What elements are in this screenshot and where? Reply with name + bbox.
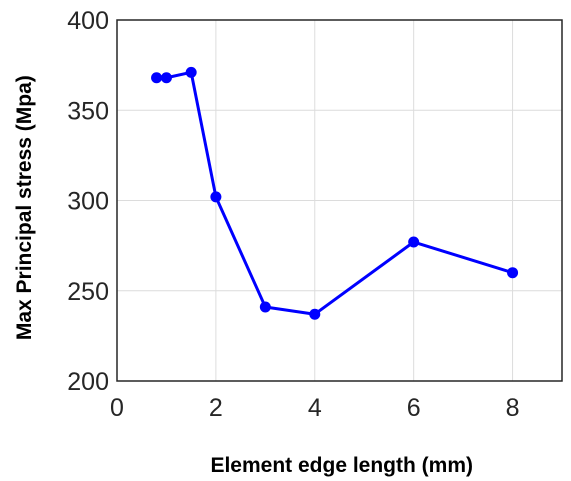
x-tick-label: 4 — [308, 394, 322, 422]
data-point — [259, 301, 271, 313]
x-tick-label: 0 — [110, 394, 124, 422]
data-point — [309, 308, 321, 320]
x-axis-title: Element edge length (mm) — [210, 454, 473, 477]
data-point — [160, 72, 172, 84]
x-tick-label: 6 — [407, 394, 421, 422]
y-axis-title: Max Principal stress (Mpa) — [13, 75, 36, 340]
data-point — [185, 66, 197, 78]
data-point — [408, 236, 420, 248]
data-point — [151, 72, 163, 84]
data-point — [210, 191, 222, 203]
y-tick-label: 250 — [67, 278, 109, 306]
series-line — [156, 70, 514, 316]
y-tick-label: 200 — [67, 368, 109, 396]
x-tick-label: 8 — [506, 394, 520, 422]
x-tick-label: 2 — [209, 394, 223, 422]
y-tick-label: 350 — [67, 97, 109, 125]
y-tick-label: 300 — [67, 188, 109, 216]
data-point — [507, 267, 519, 279]
series-layer — [151, 66, 519, 320]
tick-labels: 0 2 4 6 8 200 250 300 350 400 — [67, 7, 519, 422]
y-tick-label: 400 — [67, 7, 109, 35]
plot-area-frame — [116, 19, 563, 382]
